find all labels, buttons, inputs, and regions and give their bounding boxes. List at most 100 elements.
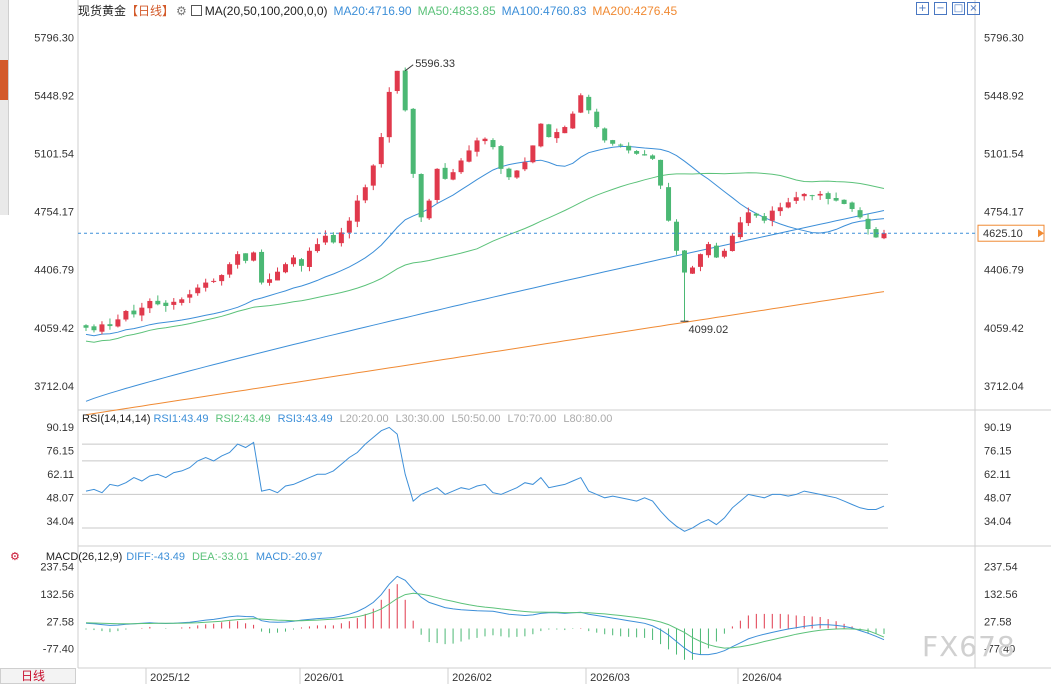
candle-body [187,294,193,298]
x-tick-label: 2026/02 [452,672,492,684]
left-tab-1[interactable] [0,0,9,60]
price-annotations: 4625.10 5596.33 4099.02 [78,58,1045,336]
candle-body [219,275,225,282]
candle-body [91,326,97,331]
period-label[interactable]: 【日线】 [126,4,175,18]
candle-body [737,222,743,238]
rsi2-value: RSI2:43.49 [215,413,271,425]
rsi-tick-left: 34.04 [46,516,74,528]
candle-body [674,221,680,251]
price-tick-left: 4754.17 [34,207,74,219]
period-tab[interactable]: 日线 [0,668,76,684]
candle-body [338,232,344,244]
l20-value: L20:20.00 [339,413,389,425]
ma-indicator-icon[interactable] [190,5,202,16]
candle-body [99,324,105,332]
macd-header: ⚙ MACD(26,12,9) DIFF:-43.49 DEA:-33.01 MACD:… [10,550,330,564]
macd-gear-icon[interactable]: ⚙ [10,550,20,563]
candle-body [538,123,544,147]
left-tab-2[interactable] [0,60,9,100]
candle-body [211,280,217,282]
rsi-lines [85,426,885,532]
price-tick-left: 4406.79 [34,265,74,277]
candle-body [658,159,664,186]
candle-body [195,287,201,294]
candle-body [434,168,440,200]
candle-body [602,128,608,141]
rsi-tick-right: 62.11 [984,469,1011,481]
candle-body [777,207,783,212]
candle-body [346,220,352,233]
rsi-tick-left: 90.19 [46,422,74,434]
candle-body [857,210,863,218]
price-tick-right: 5101.54 [984,149,1024,161]
ma-params: MA(20,50,100,200,0,0) [204,4,328,18]
candle-body [785,202,791,208]
candle-body [402,70,408,111]
macd-tick-right: 132.56 [984,589,1018,601]
left-tab-4[interactable] [0,155,9,215]
candle-body [522,162,528,170]
l30-value: L30:30.00 [395,413,445,425]
candle-body [506,168,512,178]
macd-tick-right: 237.54 [984,562,1018,574]
rsi-tick-left: 76.15 [46,446,74,458]
ma100-value: MA100:4760.83 [501,4,587,18]
candle-body [498,146,504,169]
price-tick-left: 5448.92 [34,90,74,102]
high-pointer [404,64,414,72]
macd-tick-right: -77.40 [984,644,1015,656]
candle-body [171,301,177,305]
close-icon[interactable]: × [967,2,980,15]
candle-body [147,300,153,309]
candle-body [123,311,129,320]
x-tick-label: 2026/01 [304,672,344,684]
candle-body [578,95,584,113]
macd-diff-line [85,575,885,656]
candle-body [442,167,448,179]
candle-body [881,233,887,239]
zoom-in-icon[interactable]: + [916,2,929,15]
x-tick-label: 2026/04 [742,672,782,684]
candlesticks [83,67,887,335]
candle-body [546,124,552,138]
ma50-value: MA50:4833.85 [417,4,496,18]
high-label: 5596.33 [415,58,455,70]
candle-body [753,213,759,216]
macd-histogram [85,584,885,660]
price-tick-right: 4406.79 [984,265,1024,277]
gear-icon[interactable]: ⚙ [176,4,187,18]
macd-tick-left: 237.54 [40,562,74,574]
ma200-value: MA200:4276.45 [592,4,678,18]
last-price-tag: 4625.10 [983,228,1023,240]
rsi-tick-left: 48.07 [46,493,74,505]
rsi-tick-right: 76.15 [984,446,1012,458]
candle-body [466,150,472,162]
macd-tick-right: 27.58 [984,616,1012,628]
candle-body [729,235,735,252]
candle-body [809,195,815,197]
restore-icon[interactable]: □ [952,2,965,15]
zoom-out-icon[interactable]: − [934,2,947,15]
left-tab-3[interactable] [0,100,9,155]
price-chart-header: 现货黄金【日线】 ⚙ MA(20,50,100,200,0,0) MA20:4716.… [78,3,683,19]
price-tick-right: 3712.04 [984,381,1024,393]
candle-body [642,154,648,156]
candle-body [474,140,480,152]
rsi-tick-right: 34.04 [984,516,1012,528]
candle-body [354,200,360,222]
candle-body [298,259,304,266]
candle-body [418,174,424,218]
candle-body [713,245,719,258]
candle-body [721,250,727,257]
candle-body [825,193,831,199]
macd-tick-left: 27.58 [46,616,74,628]
price-tick-right: 4059.42 [984,323,1024,335]
rsi-line [85,426,885,532]
candle-body [626,145,632,151]
moving-average-lines [85,146,885,416]
candle-body [259,251,265,283]
l70-value: L70:70.00 [507,413,557,425]
candle-body [769,210,775,221]
